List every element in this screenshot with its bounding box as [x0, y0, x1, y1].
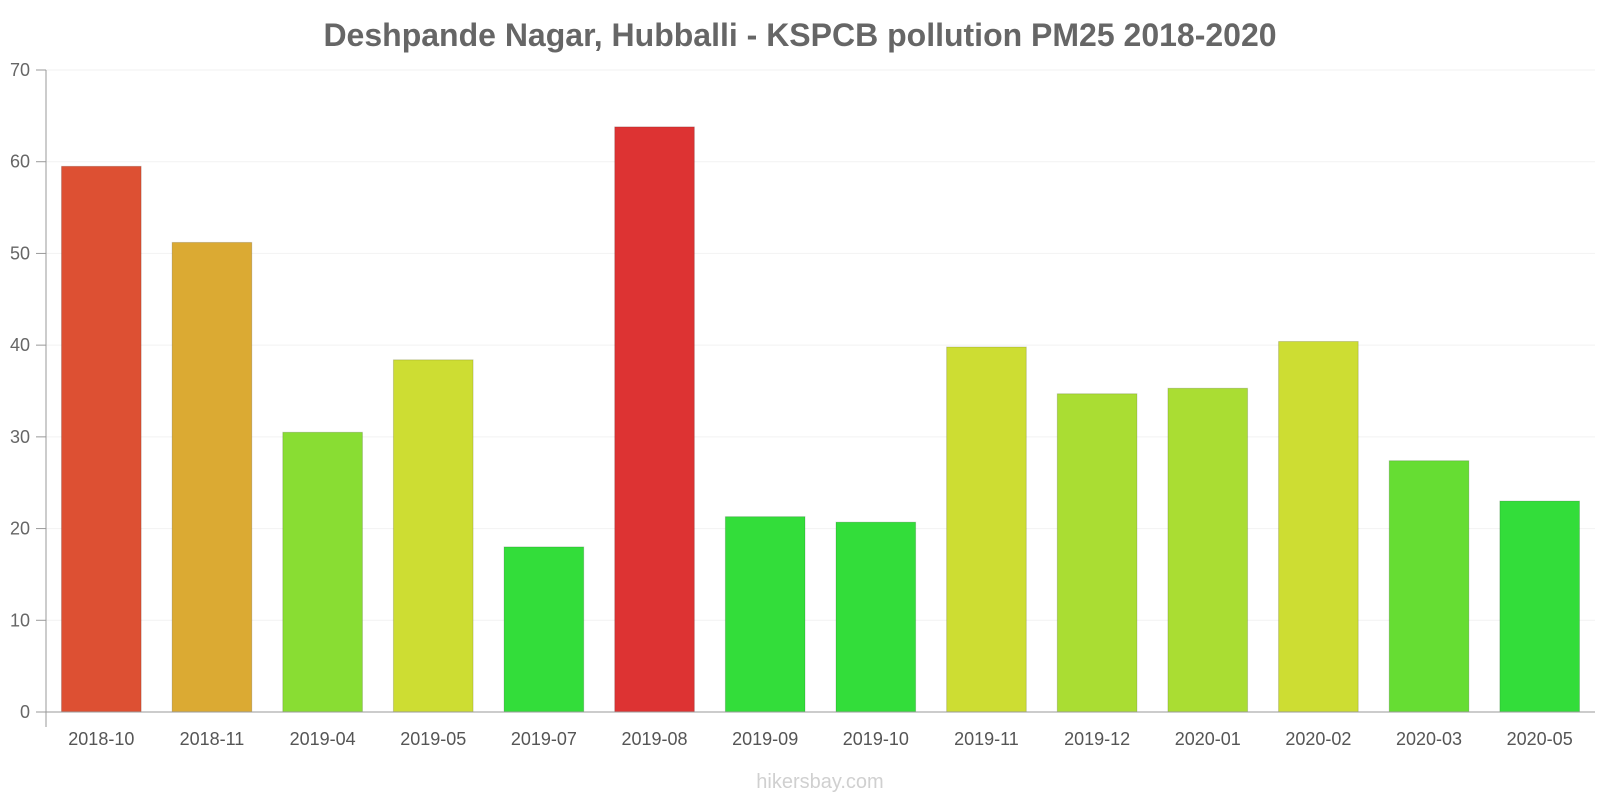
bar-2019-12[interactable]	[1056, 393, 1138, 713]
y-tick-label: 60	[10, 152, 30, 172]
bar-2019-11[interactable]	[946, 346, 1027, 713]
bar-2018-10[interactable]	[60, 165, 142, 713]
bar-2019-09[interactable]	[724, 516, 806, 713]
x-tick-label: 2019-08	[622, 729, 688, 749]
bar-2018-11[interactable]	[171, 241, 253, 713]
x-axis-ticks: 2018-10 2018-11 2019-04 2019-05 2019-07 2019-…	[68, 729, 1572, 749]
gridlines	[46, 69, 1595, 621]
bar-2020-01[interactable]	[1167, 387, 1249, 713]
x-tick-label: 2019-05	[400, 729, 466, 749]
x-tick-label: 2020-01	[1175, 729, 1241, 749]
bar-2020-02[interactable]	[1278, 340, 1359, 713]
y-tick-label: 30	[10, 427, 30, 447]
bar-2019-08[interactable]	[614, 126, 695, 713]
bar-2019-05[interactable]	[392, 359, 474, 713]
bar-2019-10[interactable]	[835, 521, 917, 713]
bar-2019-07[interactable]	[503, 546, 585, 713]
y-tick-label: 10	[10, 610, 30, 630]
bar-2020-03[interactable]	[1388, 460, 1470, 713]
bars	[60, 126, 1581, 713]
y-tick-label: 50	[10, 243, 30, 263]
x-tick-label: 2020-03	[1396, 729, 1462, 749]
watermark: hikersbay.com	[756, 771, 883, 793]
x-tick-label: 2019-11	[954, 729, 1019, 749]
chart-title: Deshpande Nagar, Hubballi - KSPCB pollut…	[323, 17, 1276, 53]
bar-2019-04[interactable]	[282, 431, 363, 713]
y-tick-label: 0	[20, 702, 30, 722]
x-tick-label: 2018-10	[68, 729, 134, 749]
x-tick-label: 2019-10	[843, 729, 909, 749]
x-tick-label: 2019-12	[1064, 729, 1130, 749]
x-tick-label: 2018-11	[180, 729, 245, 749]
bar-2020-05[interactable]	[1499, 500, 1581, 713]
x-tick-label: 2019-07	[511, 729, 577, 749]
y-tick-label: 40	[10, 335, 30, 355]
y-tick-label: 70	[10, 60, 30, 80]
x-tick-label: 2020-05	[1507, 729, 1573, 749]
y-axis-ticks: 0 10 20 30 40 50 60 70	[10, 60, 46, 722]
x-tick-label: 2020-02	[1285, 729, 1351, 749]
x-tick-label: 2019-04	[290, 729, 356, 749]
y-tick-label: 20	[10, 519, 30, 539]
x-tick-label: 2019-09	[732, 729, 798, 749]
